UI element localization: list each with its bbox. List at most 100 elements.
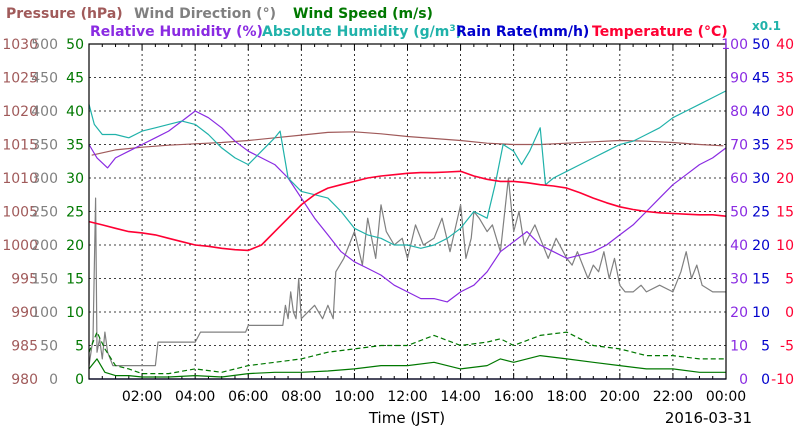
y-tick-label-rain-rate: 5 xyxy=(761,339,770,355)
y-tick-label-rain-rate: 30 xyxy=(752,171,770,187)
y-tick-label-rain-rate: 40 xyxy=(752,104,770,120)
y-tick-label-wind-direction: 500 xyxy=(31,37,58,53)
y-tick-label-rain-rate: 10 xyxy=(752,305,770,321)
y-tick-label-wind-speed: 25 xyxy=(66,205,84,221)
y-tick-label-wind-direction: 300 xyxy=(31,171,58,187)
y-tick-label-wind-direction: 50 xyxy=(40,339,58,355)
series-line-absolute-humidity-g-m3-x0-1 xyxy=(88,90,727,249)
series-line-relative-humidity xyxy=(88,110,727,303)
y-tick-label-wind-speed: 35 xyxy=(66,138,84,154)
y-tick-label-humidity: 40 xyxy=(730,238,748,254)
y-tick-label-humidity: 90 xyxy=(730,71,748,87)
legend-relative-humidity: Relative Humidity (%) xyxy=(90,24,263,40)
y-tick-label-humidity: 30 xyxy=(730,272,748,288)
y-tick-label-humidity: 20 xyxy=(730,305,748,321)
y-tick-label-wind-speed: 50 xyxy=(66,37,84,53)
y-tick-label-temperature: 20 xyxy=(776,171,794,187)
x-tick-label: 00:00 xyxy=(706,389,746,405)
y-tick-label-rain-rate: 20 xyxy=(752,238,770,254)
y-tick-label-rain-rate: 45 xyxy=(752,71,770,87)
series-line-pressure-hpa xyxy=(91,131,724,156)
x-tick-label: 20:00 xyxy=(600,389,640,405)
x-tick-label: 06:00 xyxy=(228,389,268,405)
y-tick-label-wind-speed: 20 xyxy=(66,238,84,254)
plot-frame xyxy=(88,43,727,380)
y-tick-label-rain-rate: 15 xyxy=(752,272,770,288)
x-tick-label: 14:00 xyxy=(440,389,480,405)
y-tick-label-temperature: -10 xyxy=(771,372,794,388)
legend-scale-note: x0.1 xyxy=(752,19,781,33)
legend-pressure: Pressure (hPa) xyxy=(6,6,123,22)
y-tick-label-humidity: 100 xyxy=(721,37,748,53)
x-axis-title: Time (JST) xyxy=(368,409,445,427)
y-tick-label-wind-direction: 100 xyxy=(31,305,58,321)
y-tick-label-wind-speed: 5 xyxy=(75,339,84,355)
footer-date: 2016-03-31 xyxy=(665,409,752,427)
x-tick-label: 02:00 xyxy=(122,389,162,405)
legend-rain-rate: Rain Rate(mm/h) xyxy=(456,24,589,40)
y-tick-label-wind-direction: 250 xyxy=(31,205,58,221)
series-line-wind-speed-m-s xyxy=(88,355,726,378)
y-tick-label-wind-direction: 150 xyxy=(31,272,58,288)
y-tick-label-wind-direction: 350 xyxy=(31,138,58,154)
y-tick-label-wind-direction: 200 xyxy=(31,238,58,254)
series-line-wind-direction xyxy=(88,177,726,367)
y-tick-label-humidity: 0 xyxy=(739,372,748,388)
y-tick-label-pressure: 1015 xyxy=(2,138,38,154)
y-tick-label-rain-rate: 25 xyxy=(752,205,770,221)
x-tick-label: 12:00 xyxy=(387,389,427,405)
y-tick-label-pressure: 1010 xyxy=(2,171,38,187)
y-tick-label-wind-speed: 30 xyxy=(66,171,84,187)
y-tick-label-humidity: 60 xyxy=(730,171,748,187)
y-tick-label-wind-speed: 40 xyxy=(66,104,84,120)
y-tick-label-pressure: 980 xyxy=(11,372,38,388)
y-tick-label-humidity: 10 xyxy=(730,339,748,355)
x-tick-label: 16:00 xyxy=(493,389,533,405)
x-tick-label: 08:00 xyxy=(281,389,321,405)
y-tick-label-wind-direction: 400 xyxy=(31,104,58,120)
y-tick-label-pressure: 1030 xyxy=(2,37,38,53)
y-tick-label-temperature: 15 xyxy=(776,205,794,221)
y-tick-label-humidity: 50 xyxy=(730,205,748,221)
legend-absolute-humidity: Absolute Humidity (g/m3) xyxy=(262,24,462,40)
y-tick-label-pressure: 995 xyxy=(11,272,38,288)
y-tick-label-temperature: 30 xyxy=(776,104,794,120)
y-tick-label-wind-speed: 10 xyxy=(66,305,84,321)
y-tick-label-temperature: 40 xyxy=(776,37,794,53)
y-tick-label-pressure: 990 xyxy=(11,305,38,321)
x-tick-label: 04:00 xyxy=(175,389,215,405)
y-tick-label-pressure: 1025 xyxy=(2,71,38,87)
y-tick-label-temperature: 25 xyxy=(776,138,794,154)
y-tick-label-pressure: 1000 xyxy=(2,238,38,254)
y-tick-label-pressure: 1005 xyxy=(2,205,38,221)
x-tick-label: 18:00 xyxy=(547,389,587,405)
y-tick-label-wind-speed: 0 xyxy=(75,372,84,388)
y-tick-label-temperature: 0 xyxy=(785,305,794,321)
series-line-temperature-c xyxy=(88,170,727,252)
y-tick-label-rain-rate: 0 xyxy=(761,372,770,388)
y-tick-label-wind-direction: 0 xyxy=(49,372,58,388)
y-tick-label-rain-rate: 50 xyxy=(752,37,770,53)
y-tick-label-humidity: 70 xyxy=(730,138,748,154)
legend-wind-speed: Wind Speed (m/s) xyxy=(293,6,433,22)
legend-temperature: Temperature (°C) xyxy=(592,24,728,40)
y-tick-label-wind-speed: 45 xyxy=(66,71,84,87)
x-tick-label: 22:00 xyxy=(653,389,693,405)
y-tick-label-temperature: 10 xyxy=(776,238,794,254)
y-tick-label-temperature: -5 xyxy=(780,339,794,355)
y-tick-label-wind-speed: 15 xyxy=(66,272,84,288)
x-tick-label: 10:00 xyxy=(334,389,374,405)
legend-wind-direction: Wind Direction (°) xyxy=(134,6,276,22)
y-tick-label-humidity: 80 xyxy=(730,104,748,120)
series-layer xyxy=(88,90,727,380)
grid xyxy=(88,44,727,379)
axis-labels: 9809859909951000100510101015102010251030… xyxy=(2,37,794,405)
y-tick-label-pressure: 985 xyxy=(11,339,38,355)
y-tick-label-pressure: 1020 xyxy=(2,104,38,120)
y-tick-label-temperature: 5 xyxy=(785,272,794,288)
y-tick-label-rain-rate: 35 xyxy=(752,138,770,154)
y-tick-label-temperature: 35 xyxy=(776,71,794,87)
y-tick-label-wind-direction: 450 xyxy=(31,71,58,87)
series-line-wind-speed-m-s-gust xyxy=(88,331,726,375)
